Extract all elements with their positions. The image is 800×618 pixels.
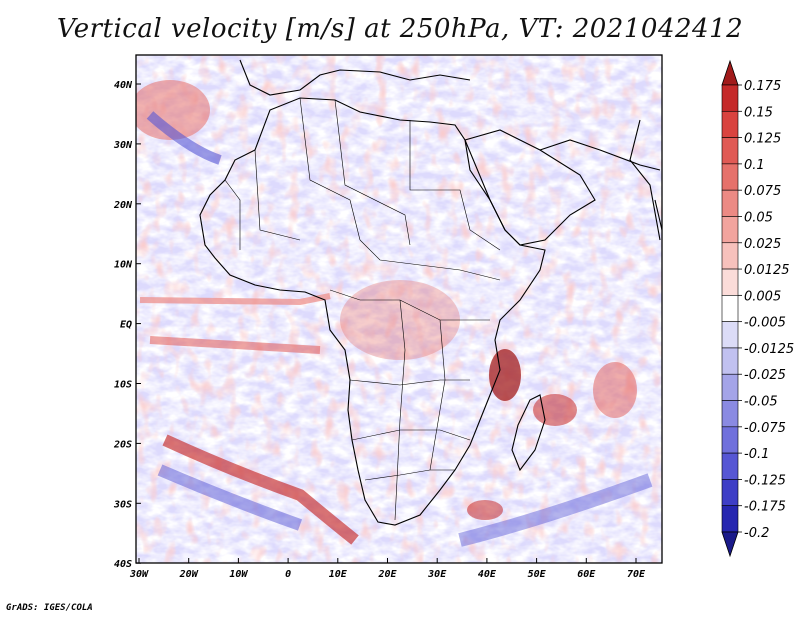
velocity-field	[136, 55, 662, 563]
colorbar-swatch	[721, 347, 739, 375]
red-cell-madagascar	[533, 394, 577, 426]
red-jet-southwest	[162, 434, 359, 545]
colorbar-swatch	[721, 268, 739, 296]
colorbar-bottom-arrow	[721, 531, 739, 558]
longitude-axis: 30W 20W 10W 0 10E 20E 30E 40E 50E 60E 70E	[129, 558, 646, 580]
lon-tick-label: 10W	[229, 569, 248, 580]
southern-equatorial-band	[149, 336, 321, 354]
colorbar-swatch	[721, 479, 739, 507]
colorbar: 0.175 0.15 0.125 0.1 0.075 0.05 0.025 0.0125 0.0…	[721, 59, 794, 558]
red-cell-south	[467, 500, 503, 520]
colorbar-swatch	[721, 189, 739, 217]
lat-tick-label: 10S	[114, 380, 132, 391]
colorbar-swatch	[721, 452, 739, 480]
colorbar-top-arrow	[721, 59, 739, 86]
colorbar-label: 0.025	[744, 237, 781, 252]
colorbar-swatch	[721, 216, 739, 244]
lon-tick-label: 0	[285, 569, 291, 580]
lat-tick-label: 40N	[114, 80, 133, 91]
colorbar-label: 0.125	[744, 132, 781, 147]
colorbar-label: -0.05	[744, 395, 778, 410]
blue-jet-southwest	[157, 464, 303, 531]
colorbar-label: -0.005	[744, 316, 786, 331]
cyclone-core	[489, 349, 521, 401]
colorbar-swatch	[721, 84, 739, 112]
colorbar-label: -0.2	[744, 526, 769, 541]
map-frame	[135, 54, 663, 564]
colorbar-swatch	[721, 426, 739, 454]
colorbar-swatch	[721, 242, 739, 270]
blue-streak-northwest	[146, 111, 222, 165]
colorbar-label: -0.025	[744, 368, 786, 383]
lat-tick-label: 40S	[114, 559, 132, 570]
colorbar-label: 0.15	[744, 105, 773, 120]
lon-tick-label: 10E	[329, 569, 348, 580]
colorbar-label: 0.175	[744, 79, 781, 94]
colorbar-label: 0.075	[744, 184, 781, 199]
lat-tick-label: 20N	[113, 200, 133, 211]
lat-tick-label: 30N	[113, 140, 133, 151]
lat-tick-label: 30S	[113, 499, 132, 510]
lon-tick-label: 30W	[129, 569, 149, 580]
colorbar-label: 0.05	[744, 210, 773, 225]
colorbar-swatch	[721, 163, 739, 191]
colorbar-label: -0.075	[744, 421, 786, 436]
lon-tick-label: 60E	[577, 569, 596, 580]
lon-tick-label: 20W	[179, 569, 199, 580]
colorbar-swatch	[721, 110, 739, 138]
colorbar-swatch	[721, 295, 739, 322]
lat-tick-label: EQ	[120, 320, 132, 331]
colorbar-swatch	[721, 505, 739, 533]
grads-credit: GrADS: IGES/COLA	[6, 603, 93, 613]
lon-tick-label: 70E	[627, 569, 646, 580]
colorbar-swatch	[721, 400, 739, 428]
colorbar-label: -0.175	[744, 500, 786, 515]
colorbar-label: -0.0125	[744, 342, 794, 357]
colorbar-label: 0.1	[744, 158, 765, 173]
red-cell-east	[593, 362, 637, 418]
blue-jet-southeast	[458, 473, 653, 547]
colorbar-swatch	[721, 137, 739, 165]
country-borders	[224, 97, 501, 521]
lon-tick-label: 20E	[377, 569, 397, 580]
colorbar-label: -0.1	[744, 447, 769, 462]
coastlines	[199, 59, 662, 526]
colorbar-swatch	[721, 321, 739, 349]
lon-tick-label: 40E	[478, 569, 497, 580]
colorbar-label: 0.005	[744, 289, 781, 304]
latitude-axis: 40N 30N 20N 10N EQ 10S 20S 30S 40S	[113, 80, 141, 570]
colorbar-label: -0.125	[744, 473, 786, 488]
colorbar-swatch	[721, 373, 739, 401]
colorbar-label: 0.0125	[744, 263, 790, 278]
lat-tick-label: 10N	[114, 260, 133, 271]
lat-tick-label: 20S	[113, 439, 132, 450]
lon-tick-label: 30E	[427, 569, 447, 580]
lon-tick-label: 50E	[528, 569, 547, 580]
map-title: Vertical velocity [m/s] at 250hPa, VT: 2…	[56, 14, 744, 44]
